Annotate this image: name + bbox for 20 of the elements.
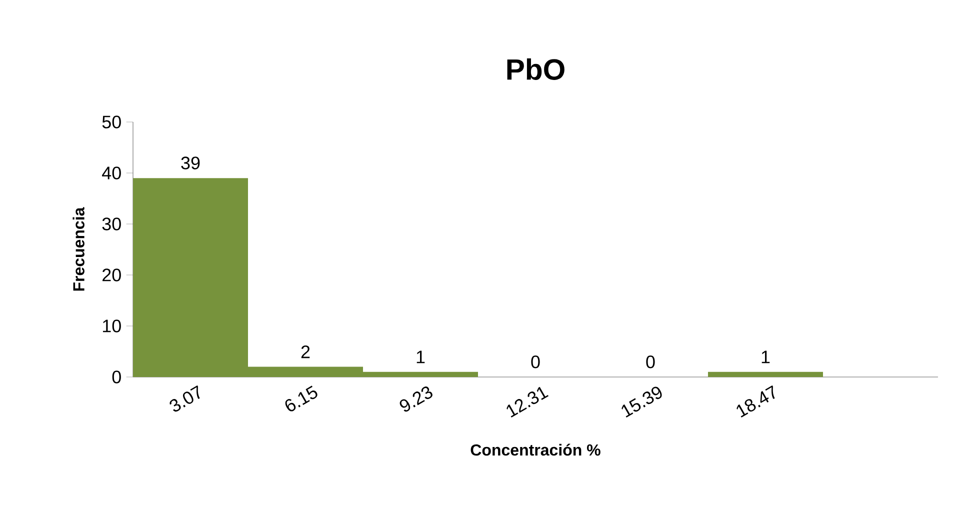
data-label: 1 — [762, 350, 770, 364]
data-label: 39 — [181, 156, 200, 170]
x-axis-title: Concentración % — [470, 444, 600, 456]
x-tick-label: 6.15 — [285, 386, 318, 412]
y-tick-label: 10 — [102, 320, 121, 332]
y-axis-title: Frecuencia — [72, 207, 84, 291]
x-tick-label: 3.07 — [170, 385, 200, 412]
x-tick-label: 9.23 — [400, 386, 432, 412]
y-tick-label: 50 — [102, 116, 121, 128]
y-tick-label: 0 — [112, 370, 121, 384]
bar — [708, 372, 823, 377]
y-tick-label: 20 — [102, 268, 121, 282]
y-tick-label: 40 — [102, 166, 121, 180]
y-tick-label: 30 — [102, 218, 121, 230]
data-label: 0 — [531, 356, 540, 368]
chart-title: PbO — [507, 58, 564, 80]
data-label: 1 — [416, 350, 425, 364]
x-tick-label: 12.31 — [506, 386, 549, 418]
data-label: 0 — [646, 356, 655, 368]
data-label: 2 — [301, 346, 310, 358]
